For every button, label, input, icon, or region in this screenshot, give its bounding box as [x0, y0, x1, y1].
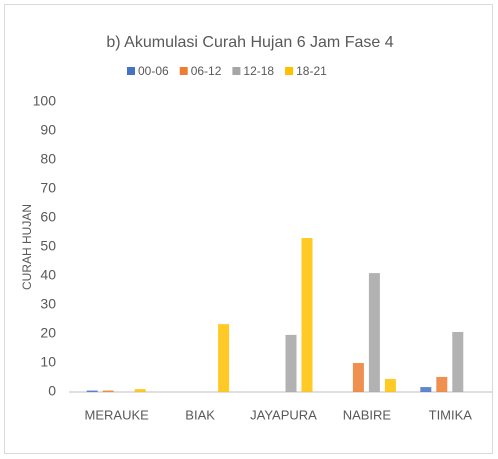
x-tick-label: NABIRE — [343, 407, 392, 422]
y-tick-label: 0 — [48, 383, 56, 399]
y-tick-label: 50 — [40, 238, 56, 254]
legend-swatch — [232, 67, 241, 75]
legend-swatch — [285, 67, 294, 75]
bar — [384, 378, 396, 392]
bar — [420, 387, 432, 392]
y-tick-label: 20 — [40, 325, 56, 341]
y-tick-label: 60 — [40, 209, 56, 225]
y-tick-label: 80 — [40, 151, 56, 167]
y-tick-label: 70 — [40, 180, 56, 196]
x-tick-label: BIAK — [185, 407, 215, 422]
y-axis-label: CURAH HUJAN — [20, 204, 34, 290]
bar — [218, 324, 230, 392]
bar — [86, 390, 98, 392]
y-tick-label: 40 — [40, 267, 56, 283]
chart-title: b) Akumulasi Curah Hujan 6 Jam Fase 4 — [106, 34, 393, 51]
bar — [102, 390, 114, 392]
legend-swatch — [127, 67, 135, 75]
legend-label: 00-06 — [138, 64, 169, 78]
bar — [134, 389, 146, 392]
bar — [352, 363, 364, 392]
x-tick-label: MERAUKE — [85, 407, 150, 422]
legend-swatch — [179, 67, 188, 75]
legend-label: 18-21 — [296, 64, 327, 78]
bar — [452, 331, 464, 392]
y-tick-label: 90 — [40, 122, 56, 138]
chart-frame — [4, 4, 493, 454]
bar — [368, 273, 380, 392]
bar — [301, 238, 313, 392]
legend-label: 12-18 — [243, 64, 274, 78]
y-tick-label: 10 — [40, 354, 56, 370]
bar — [436, 376, 448, 392]
y-tick-label: 100 — [33, 93, 57, 109]
legend-label: 06-12 — [191, 64, 222, 78]
bar — [285, 334, 297, 392]
x-tick-label: TIMIKA — [429, 407, 473, 422]
y-tick-label: 30 — [40, 296, 56, 312]
x-tick-label: JAYAPURA — [250, 407, 317, 422]
